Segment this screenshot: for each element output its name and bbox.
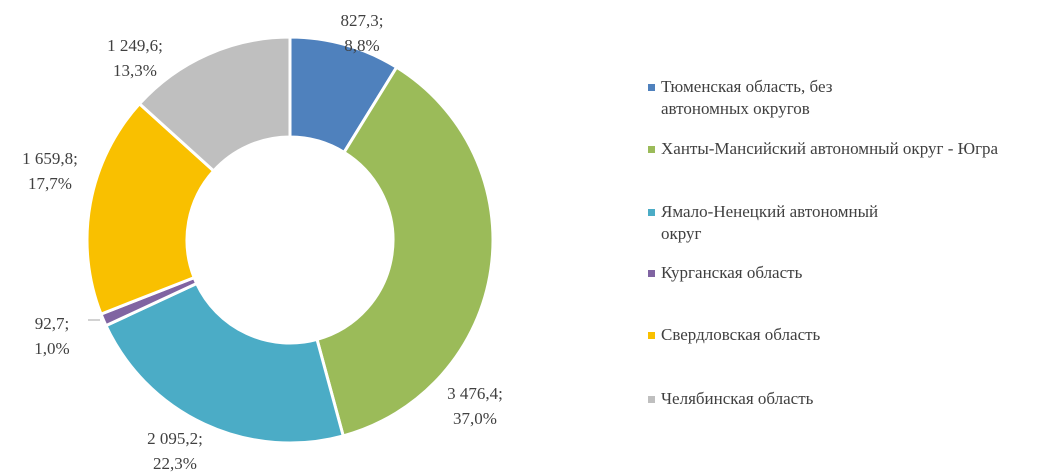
percent-label: 13,3% bbox=[113, 61, 157, 80]
chart: 827,3; 8,8% 3 476,4; 37,0% 2 095,2; 22,3% 92,7… bbox=[22, 11, 503, 473]
legend-item: Свердловская область bbox=[648, 324, 1018, 346]
legend-label: Челябинская область bbox=[661, 389, 814, 408]
percent-label: 1,0% bbox=[34, 339, 69, 358]
legend-swatch bbox=[648, 146, 655, 153]
legend-item: Челябинская область bbox=[648, 388, 1018, 410]
legend-item: Тюменская область, без автономных округо… bbox=[648, 76, 1018, 120]
percent-label: 22,3% bbox=[153, 454, 197, 473]
value-label: 92,7; bbox=[35, 314, 69, 333]
value-label: 3 476,4; bbox=[447, 384, 503, 403]
value-label: 2 095,2; bbox=[147, 429, 203, 448]
percent-label: 8,8% bbox=[344, 36, 379, 55]
legend-swatch bbox=[648, 270, 655, 277]
value-label: 1 659,8; bbox=[22, 149, 78, 168]
legend-item: Курганская область bbox=[648, 262, 1018, 284]
slice bbox=[315, 65, 495, 438]
legend-swatch bbox=[648, 332, 655, 339]
legend-label: Курганская область bbox=[661, 263, 803, 282]
percent-label: 37,0% bbox=[453, 409, 497, 428]
slice bbox=[137, 35, 292, 174]
legend-swatch bbox=[648, 396, 655, 403]
value-label: 827,3; bbox=[341, 11, 384, 30]
legend-label: Ямало-Ненецкий автономный округ bbox=[661, 202, 879, 243]
slice bbox=[85, 101, 216, 317]
percent-label: 17,7% bbox=[28, 174, 72, 193]
value-label: 1 249,6; bbox=[107, 36, 163, 55]
slice bbox=[103, 281, 346, 445]
legend-label: Свердловская область bbox=[661, 325, 821, 344]
legend-item: Ханты-Мансийский автономный округ - Югра bbox=[648, 138, 1018, 160]
legend-swatch bbox=[648, 209, 655, 216]
legend-item: Ямало-Ненецкий автономный округ bbox=[648, 201, 1018, 245]
legend-swatch bbox=[648, 84, 655, 91]
legend-label: Ханты-Мансийский автономный округ - Югра bbox=[661, 139, 999, 158]
legend-label: Тюменская область, без автономных округо… bbox=[661, 77, 833, 118]
